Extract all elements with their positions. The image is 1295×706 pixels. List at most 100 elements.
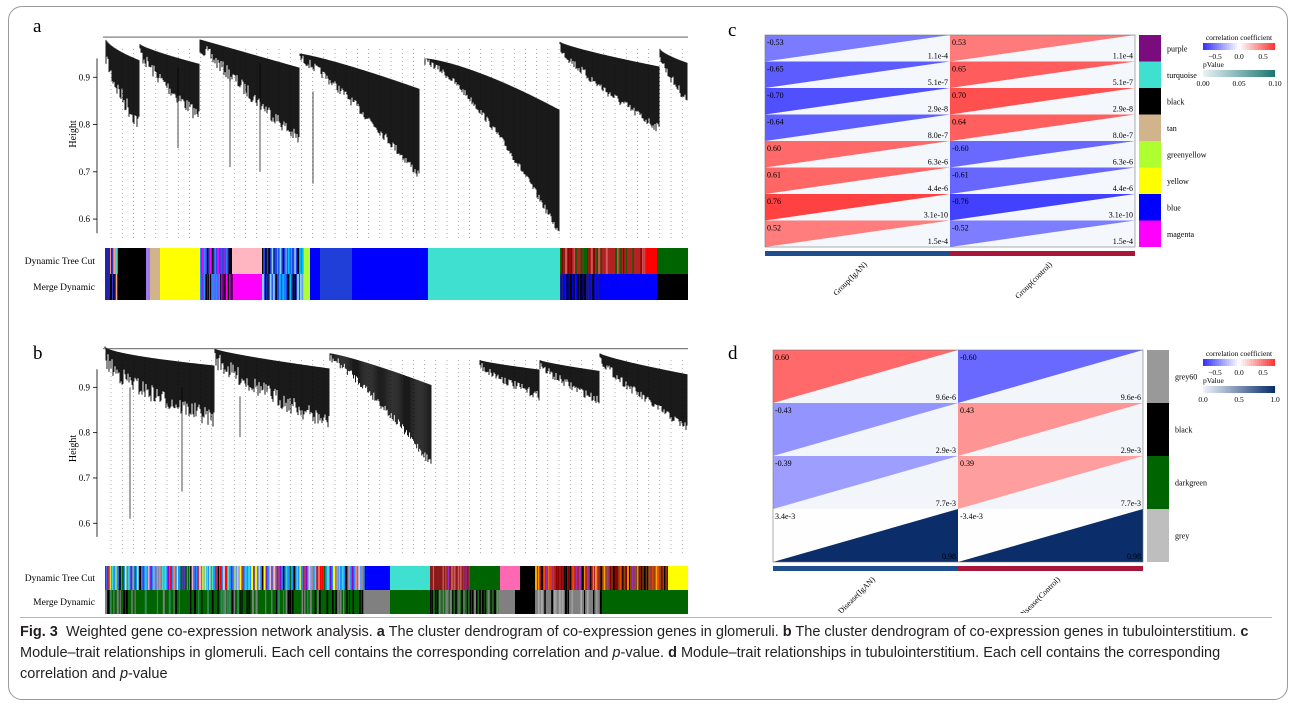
merge-dynamic-colors xyxy=(105,590,688,614)
correlation-label: -0.60 xyxy=(960,353,977,362)
trait-bar-control xyxy=(958,566,1143,571)
legend-pvalue-tick: 0.00 xyxy=(1196,79,1209,88)
module-label: black xyxy=(1167,97,1184,106)
legend-corr-title: correlation coefficient xyxy=(1206,349,1273,358)
heatmap-cell: 0.53 1.1e-4 xyxy=(950,35,1135,62)
column-label: Group(control) xyxy=(1013,260,1054,301)
caption-b-label: b xyxy=(782,624,792,640)
caption-d-label: d xyxy=(668,645,677,661)
cluster-branch xyxy=(539,360,600,404)
legend-corr-title: correlation coefficient xyxy=(1206,33,1273,42)
legend-corr-tick: −0.5 xyxy=(1208,52,1222,61)
heatmap-cell: -3.4e-3 0.98 xyxy=(958,509,1143,562)
correlation-label: -0.76 xyxy=(952,197,969,206)
pvalue-label: 7.7e-3 xyxy=(936,499,956,508)
caption-c-label: c xyxy=(1240,624,1249,640)
correlation-triangle xyxy=(958,350,1143,403)
correlation-triangle xyxy=(950,88,1135,115)
correlation-label: -0.53 xyxy=(767,38,784,47)
y-tick-label: 0.7 xyxy=(79,473,91,483)
panel-b-letter: b xyxy=(33,343,43,364)
dynamic-tree-cut-colors xyxy=(105,566,688,590)
heatmap-cell: 0.39 7.7e-3 xyxy=(958,456,1143,509)
y-tick-label: 0.8 xyxy=(79,428,91,438)
correlation-label: 3.4e-3 xyxy=(775,512,795,521)
correlation-triangle xyxy=(950,61,1135,88)
caption-p-italic-1: p xyxy=(612,645,621,661)
pvalue-label: 8.0e-7 xyxy=(1113,131,1133,140)
pvalue-label: 6.3e-6 xyxy=(1113,158,1133,167)
module-color-swatch xyxy=(1147,509,1169,562)
correlation-label: 0.53 xyxy=(952,38,966,47)
heatmap-cell: -0.39 7.7e-3 xyxy=(773,456,958,509)
module-color-swatch xyxy=(1147,350,1169,403)
correlation-label: -0.65 xyxy=(767,65,784,74)
heatmap-cell: -0.43 2.9e-3 xyxy=(773,403,958,456)
legend-pvalue-tick: 0.5 xyxy=(1234,395,1244,404)
module-label: purple xyxy=(1167,44,1188,53)
correlation-triangle xyxy=(950,35,1135,62)
pvalue-label: 1.5e-4 xyxy=(1113,237,1133,246)
cluster-branch xyxy=(559,41,660,132)
module-label: magenta xyxy=(1167,230,1195,239)
module-color-swatch xyxy=(1139,35,1161,62)
correlation-label: -0.52 xyxy=(952,224,969,233)
heatmap-cell: 0.76 3.1e-10 xyxy=(765,194,950,221)
legend-pvalue-tick: 0.05 xyxy=(1232,79,1245,88)
pvalue-label: 2.9e-3 xyxy=(936,446,956,455)
trait-bar-igan xyxy=(773,566,958,571)
cluster-branch xyxy=(424,58,560,232)
legend-corr-tick: −0.5 xyxy=(1208,368,1222,377)
color-row-label: Merge Dynamic xyxy=(33,598,95,608)
correlation-label: 0.39 xyxy=(960,459,974,468)
correlation-triangle xyxy=(765,220,950,247)
correlation-triangle xyxy=(958,456,1143,509)
correlation-label: 0.65 xyxy=(952,65,966,74)
legend-pvalue-gradient xyxy=(1203,386,1276,393)
pvalue-label: 7.7e-3 xyxy=(1121,499,1141,508)
legend-corr-gradient xyxy=(1203,359,1276,366)
correlation-label: -0.64 xyxy=(767,118,784,127)
module-label: turquoise xyxy=(1167,71,1197,80)
module-color-swatch xyxy=(1147,456,1169,509)
y-tick-label: 0.6 xyxy=(79,214,91,224)
pvalue-label: 4.4e-6 xyxy=(1113,184,1133,193)
pvalue-label: 1.5e-4 xyxy=(928,237,948,246)
pvalue-label: 2.9e-3 xyxy=(1121,446,1141,455)
correlation-triangle xyxy=(958,403,1143,456)
pvalue-label: 9.6e-6 xyxy=(1121,393,1141,402)
legend-pvalue-tick: 0.10 xyxy=(1268,79,1281,88)
pvalue-label: 5.1e-7 xyxy=(1113,78,1133,87)
legend-corr-tick: 0.5 xyxy=(1258,368,1268,377)
heatmap-cell: 3.4e-3 0.98 xyxy=(773,509,958,562)
module-color-swatch xyxy=(1139,61,1161,88)
pvalue-label: 2.9e-8 xyxy=(1113,105,1133,114)
caption-c-text: Module–trait relationships in glomeruli.… xyxy=(20,645,609,661)
legend-corr-tick: 0.0 xyxy=(1234,368,1244,377)
correlation-label: 0.61 xyxy=(767,171,781,180)
caption-p-italic-2: p xyxy=(119,666,129,682)
caption-title: Weighted gene co-expression network anal… xyxy=(65,624,373,640)
legend-corr-gradient xyxy=(1203,43,1276,50)
cluster-branch xyxy=(299,53,420,184)
module-label: grey xyxy=(1175,532,1189,541)
pvalue-label: 1.1e-4 xyxy=(1113,52,1133,61)
cluster-branch xyxy=(214,348,330,438)
correlation-label: 0.43 xyxy=(960,406,974,415)
legend-pvalue-title: pValue xyxy=(1203,376,1224,385)
module-trait-heatmap-tubulointerstitium: 0.60 9.6e-6 -0.60 9.6e-6 -0.43 2.9e-3 0.43 2.9e… xyxy=(772,349,1280,613)
cluster-branch xyxy=(659,48,688,101)
heatmap-cell: 0.61 4.4e-6 xyxy=(765,167,950,194)
legend-pvalue-tick: 1.0 xyxy=(1270,395,1280,404)
correlation-triangle xyxy=(950,220,1135,247)
dendrogram-tubulointerstitium: 0.9 0.8 0.7 0.6 Height Dynamic Tree Cut Merge … xyxy=(25,346,688,614)
correlation-triangle xyxy=(773,456,958,509)
heatmap-cell: 0.52 1.5e-4 xyxy=(765,220,950,247)
correlation-triangle xyxy=(950,114,1135,141)
y-tick-label: 0.8 xyxy=(79,120,91,130)
color-row-label: Dynamic Tree Cut xyxy=(25,257,96,267)
module-label: grey60 xyxy=(1175,373,1197,382)
correlation-triangle xyxy=(765,114,950,141)
module-label: black xyxy=(1175,426,1192,435)
correlation-label: -0.61 xyxy=(952,171,969,180)
